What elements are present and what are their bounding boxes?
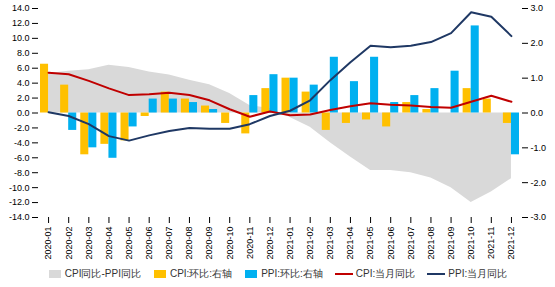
svg-text:2020-03: 2020-03 <box>84 227 94 260</box>
svg-text:2021-12: 2021-12 <box>506 227 516 260</box>
svg-text:2020-08: 2020-08 <box>184 227 194 260</box>
html-text:CPI:当月同比: CPI:当月同比 <box>355 268 416 279</box>
svg-text:14.0: 14.0 <box>12 3 30 13</box>
svg-text:2020-09: 2020-09 <box>204 227 214 260</box>
svg-text:2020-11: 2020-11 <box>245 227 255 259</box>
svg-text:10.0: 10.0 <box>12 33 30 43</box>
svg-text:2021-06: 2021-06 <box>386 227 396 260</box>
svg-text:2021-07: 2021-07 <box>406 227 416 260</box>
svg-text:2021-08: 2021-08 <box>426 227 436 260</box>
svg-text:2020-05: 2020-05 <box>124 227 134 260</box>
svg-text:12.0: 12.0 <box>12 18 30 28</box>
svg-text:-3.0: -3.0 <box>531 212 547 222</box>
svg-text:2020-04: 2020-04 <box>104 227 114 260</box>
svg-text:3.0: 3.0 <box>531 3 544 13</box>
svg-text:-8.0: -8.0 <box>14 168 30 178</box>
html-text:PPI:环比:右轴: PPI:环比:右轴 <box>261 268 323 279</box>
svg-text:1.0: 1.0 <box>531 73 544 83</box>
svg-text:2020-10: 2020-10 <box>225 227 235 260</box>
svg-text:2021-09: 2021-09 <box>446 227 456 260</box>
html-text:CPI:环比:右轴: CPI:环比:右轴 <box>169 268 233 279</box>
svg-text:2.0: 2.0 <box>17 93 30 103</box>
svg-text:2021-02: 2021-02 <box>305 227 315 260</box>
html-text:PPI:当月同比: PPI:当月同比 <box>448 268 508 279</box>
svg-text:2020-06: 2020-06 <box>144 227 154 260</box>
svg-text:2021-11: 2021-11 <box>486 227 496 259</box>
svg-text:2021-05: 2021-05 <box>365 227 375 260</box>
svg-text:-6.0: -6.0 <box>14 153 30 163</box>
svg-text:2021-01: 2021-01 <box>285 227 295 260</box>
svg-text:0.0: 0.0 <box>531 108 544 118</box>
svg-text:-14.0: -14.0 <box>9 212 30 222</box>
svg-text:2020-01: 2020-01 <box>43 227 53 260</box>
svg-text:2020-07: 2020-07 <box>164 227 174 260</box>
svg-text:-12.0: -12.0 <box>9 197 30 207</box>
svg-text:2021-04: 2021-04 <box>345 227 355 260</box>
svg-text:8.0: 8.0 <box>17 48 30 58</box>
svg-text:-2.0: -2.0 <box>14 123 30 133</box>
svg-text:2021-10: 2021-10 <box>466 227 476 260</box>
svg-text:2021-03: 2021-03 <box>325 227 335 260</box>
svg-text:-4.0: -4.0 <box>14 138 30 148</box>
svg-text:2020-02: 2020-02 <box>64 227 74 260</box>
svg-text:4.0: 4.0 <box>17 78 30 88</box>
svg-text:-2.0: -2.0 <box>531 178 547 188</box>
svg-text:-10.0: -10.0 <box>9 183 30 193</box>
svg-text:6.0: 6.0 <box>17 63 30 73</box>
html-text:CPI同比-PPI同比: CPI同比-PPI同比 <box>64 268 141 279</box>
svg-text:2020-12: 2020-12 <box>265 227 275 260</box>
svg-text:2.0: 2.0 <box>531 38 544 48</box>
svg-text:-1.0: -1.0 <box>531 143 547 153</box>
svg-text:0.0: 0.0 <box>17 108 30 118</box>
